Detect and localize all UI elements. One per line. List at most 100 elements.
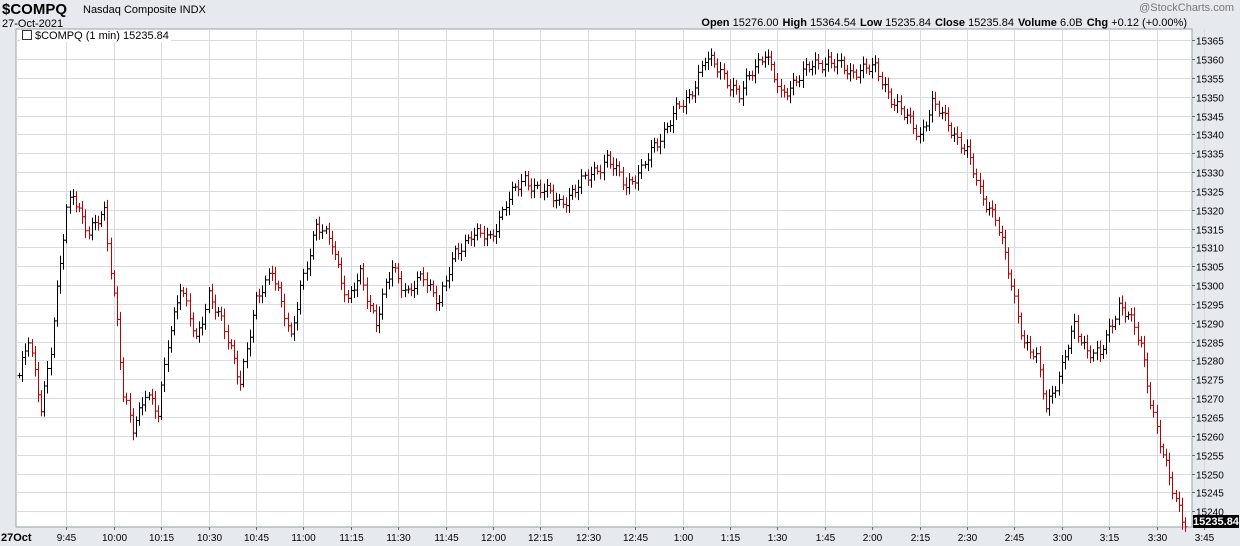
ohlc-bar [639, 159, 644, 179]
ohlc-bar [756, 52, 761, 74]
x-tick-label: 2:45 [1005, 533, 1025, 544]
y-tick-label: 15355 [1196, 75, 1224, 86]
ohlc-bar [1183, 517, 1188, 532]
x-tick-label: 10:45 [244, 533, 269, 544]
y-tick-label: 15335 [1196, 150, 1224, 161]
y-tick-label: 15360 [1196, 56, 1224, 67]
plot-area [15, 28, 1193, 528]
ohlc-bar [421, 267, 426, 287]
x-tick-label: 11:30 [386, 533, 411, 544]
x-tick-label: 10:30 [197, 533, 222, 544]
last-price-label: 15235.84 [1193, 516, 1240, 528]
chart-legend: $COMPQ (1 min) 15235.84 [20, 30, 171, 42]
ohlc-bar [718, 61, 723, 80]
ohlc-bar [658, 133, 663, 155]
ohlc-bar [459, 243, 464, 262]
ohlc-bar [162, 357, 167, 392]
high-label: High [782, 17, 807, 29]
x-tick-label: 10:00 [102, 533, 127, 544]
x-tick-label: 1:00 [674, 533, 694, 544]
volume-value: 6.0B [1060, 17, 1083, 29]
ohlc-bar [895, 93, 900, 113]
y-tick-label: 15295 [1196, 301, 1224, 312]
close-label: Close [935, 17, 965, 29]
ohlc-bar [1132, 307, 1137, 335]
ohlc-bar [854, 69, 859, 81]
y-tick-label: 15270 [1196, 395, 1224, 406]
ohlc-bar [83, 209, 88, 239]
y-tick-label: 15315 [1196, 226, 1224, 237]
volume-label: Volume [1018, 17, 1057, 29]
x-tick-label: 1:30 [768, 533, 788, 544]
ohlc-bar [320, 224, 325, 239]
ohlc-bar [143, 390, 148, 412]
ohlc-bars [17, 48, 1188, 532]
ohlc-bar [301, 268, 306, 290]
ohlc-bar [380, 288, 385, 320]
high-value: 15364.54 [810, 17, 856, 29]
ohlc-bar [835, 53, 840, 75]
ohlc-bar [876, 58, 881, 82]
ohlc-bar [263, 275, 268, 297]
y-tick-label: 15300 [1196, 282, 1224, 293]
y-tick-label: 15325 [1196, 188, 1224, 199]
ohlc-bar [797, 75, 802, 88]
ohlc-bar [184, 287, 189, 307]
y-tick-label: 15240 [1196, 508, 1224, 519]
ohlc-bar [598, 164, 603, 180]
chg-value: +0.12 (+0.00%) [1111, 17, 1187, 29]
ohlc-bar [45, 361, 50, 394]
ohlc-bar [1034, 347, 1039, 364]
x-tick-label: 9:45 [57, 533, 77, 544]
x-tick-label: 3:15 [1100, 533, 1120, 544]
y-tick-label: 15365 [1196, 37, 1224, 48]
x-tick-label: 11:00 [291, 533, 316, 544]
ohlc-bar [696, 64, 701, 96]
y-tick-label: 15275 [1196, 376, 1224, 387]
low-label: Low [860, 17, 883, 29]
ohlc-bar [282, 293, 287, 327]
ohlc-bar [914, 124, 919, 141]
last-price-marker: 15235.84 [1193, 515, 1240, 528]
ohlc-bar [1091, 349, 1096, 362]
y-tick-label: 15260 [1196, 433, 1224, 444]
open-value: 15276.00 [732, 17, 779, 29]
ohlc-bar [241, 358, 246, 388]
y-tick-label: 15250 [1196, 471, 1224, 482]
x-tick-label: 10:15 [149, 533, 174, 544]
open-label: Open [701, 17, 730, 29]
x-tick-label: 3:45 [1195, 533, 1215, 544]
legend-text: $COMPQ (1 min) 15235.84 [35, 30, 169, 42]
ohlc-bar [538, 179, 543, 199]
ohlc-bar [1113, 315, 1118, 331]
y-tick-label: 15345 [1196, 113, 1224, 124]
x-tick-label: 11:45 [434, 533, 459, 544]
ohlc-bar [1053, 386, 1058, 398]
ohlc-bar [775, 73, 780, 94]
y-tick-label: 15330 [1196, 169, 1224, 180]
ohlc-bar [1151, 400, 1156, 418]
ohlc-bar [203, 303, 208, 330]
ohlc-bar [440, 281, 445, 307]
x-tick-label: 12:30 [576, 533, 601, 544]
y-tick-label: 15255 [1196, 452, 1224, 463]
close-value: 15235.84 [968, 17, 1014, 29]
x-tick-label: 12:15 [528, 533, 553, 544]
ohlc-bar [557, 193, 562, 206]
legend-ohlc-icon [22, 30, 32, 40]
ohlc-bar [933, 91, 938, 112]
ohlc-bar [1012, 278, 1017, 304]
y-tick-label: 15290 [1196, 320, 1224, 331]
y-tick-label: 15305 [1196, 263, 1224, 274]
y-tick-label: 15280 [1196, 357, 1224, 368]
copyright-label[interactable]: @StockCharts.com [1139, 2, 1234, 14]
y-axis: 15240 15245 15250 15255 15260 15265 15270 15275… [1192, 37, 1224, 519]
y-tick-label: 15265 [1196, 414, 1224, 425]
date-axis-label: 27Oct [1, 532, 32, 544]
x-axis: 9:45 10:00 10:15 10:30 10:45 11:00 11:15 11:30 1… [57, 527, 1215, 544]
x-tick-label: 1:15 [721, 533, 741, 544]
x-tick-label: 2:15 [911, 533, 931, 544]
ohlc-bar [993, 203, 998, 227]
ohlc-bar [105, 199, 110, 252]
